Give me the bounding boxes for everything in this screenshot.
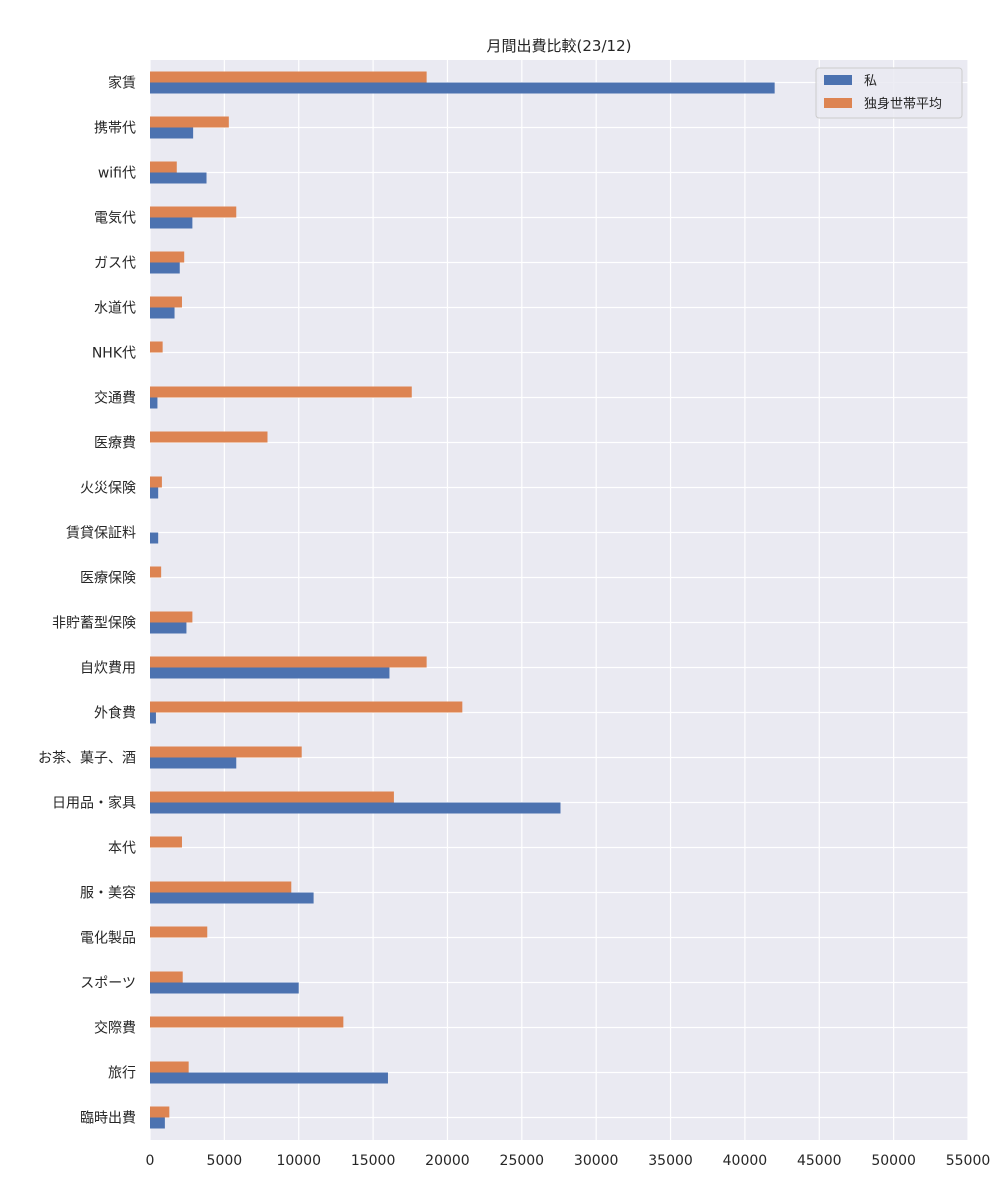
- x-tick-label: 30000: [574, 1153, 619, 1169]
- legend-label-me: 私: [864, 74, 877, 89]
- bar-me: [150, 307, 175, 319]
- legend: 私 独身世帯平均: [815, 67, 963, 119]
- bar-me: [150, 712, 156, 724]
- bar-average: [150, 926, 208, 938]
- bar-me: [150, 217, 193, 229]
- bar-me: [150, 1117, 165, 1129]
- bar-average: [150, 1016, 344, 1028]
- bar-average: [150, 971, 183, 983]
- bar-me: [150, 532, 159, 544]
- y-tick-label: 電気代: [94, 211, 136, 227]
- y-tick-label: 携帯代: [94, 121, 136, 137]
- plot-area: [150, 60, 968, 1140]
- bar-average: [150, 206, 237, 218]
- bar-average: [150, 836, 182, 848]
- bar-me: [150, 982, 299, 994]
- bar-average: [150, 791, 394, 803]
- x-tick-label: 15000: [351, 1153, 396, 1169]
- bar-average: [150, 701, 463, 713]
- bar-me: [150, 757, 237, 769]
- bar-me: [150, 127, 194, 139]
- bar-average: [150, 71, 427, 83]
- legend-label-average: 独身世帯平均: [864, 96, 942, 112]
- y-tick-label: 医療保険: [80, 570, 136, 587]
- y-tick-label: wifi代: [98, 166, 136, 182]
- x-tick-label: 25000: [500, 1153, 545, 1169]
- x-tick-label: 5000: [207, 1153, 243, 1169]
- legend-swatch-me: [824, 75, 852, 85]
- y-tick-label: 日用品・家具: [52, 795, 136, 812]
- legend-swatch-average: [824, 98, 852, 108]
- y-tick-label: 旅行: [108, 1066, 136, 1082]
- x-tick-label: 40000: [723, 1153, 768, 1169]
- bar-average: [150, 566, 162, 578]
- y-tick-label: 火災保険: [80, 481, 136, 497]
- bar-me: [150, 172, 207, 184]
- bar-average: [150, 656, 427, 668]
- y-tick-label: 服・美容: [80, 885, 136, 902]
- bar-me: [150, 667, 390, 679]
- x-tick-label: 35000: [648, 1153, 693, 1169]
- y-tick-label: 交際費: [94, 1020, 136, 1037]
- x-tick-label: 10000: [276, 1153, 321, 1169]
- y-tick-label: NHK代: [92, 346, 136, 362]
- bar-average: [150, 341, 163, 353]
- chart-title: 月間出費比較(23/12): [487, 37, 632, 55]
- bar-average: [150, 386, 412, 398]
- y-tick-label: 医療費: [94, 435, 136, 452]
- bar-me: [150, 82, 775, 94]
- y-tick-label: 臨時出費: [80, 1111, 136, 1127]
- y-tick-label: 本代: [108, 841, 136, 857]
- bar-me: [150, 892, 314, 904]
- bar-me: [150, 397, 158, 409]
- y-tick-label: スポーツ: [80, 976, 136, 992]
- x-tick-label: 45000: [797, 1153, 842, 1169]
- y-tick-label: 家賃: [108, 75, 136, 92]
- bar-average: [150, 881, 292, 893]
- bar-average: [150, 116, 229, 128]
- x-tick-labels: 0 5000 10000 15000 20000 25000 30000 35000 40000…: [146, 1153, 991, 1169]
- bar-average: [150, 476, 162, 488]
- bar-average: [150, 251, 185, 263]
- bar-me: [150, 622, 187, 634]
- y-tick-label: 水道代: [94, 301, 136, 317]
- bar-average: [150, 296, 182, 308]
- x-tick-label: 20000: [425, 1153, 470, 1169]
- bar-average: [150, 746, 302, 758]
- bar-average: [150, 1106, 170, 1118]
- bar-average: [150, 431, 268, 443]
- bar-me: [150, 802, 561, 814]
- bar-me: [150, 1072, 388, 1084]
- bar-average: [150, 1061, 189, 1073]
- y-tick-label: 交通費: [94, 390, 136, 407]
- bar-me: [150, 262, 180, 274]
- x-tick-label: 0: [146, 1153, 155, 1169]
- y-tick-label: 非貯蓄型保険: [52, 616, 136, 632]
- x-tick-label: 50000: [871, 1153, 916, 1169]
- y-tick-label: 電化製品: [80, 931, 136, 947]
- y-tick-label: 賃貸保証料: [66, 526, 136, 542]
- x-tick-label: 55000: [946, 1153, 991, 1169]
- bars: [150, 71, 775, 1129]
- y-tick-label: 自炊費用: [80, 661, 136, 677]
- bar-average: [150, 161, 177, 173]
- y-tick-label: ガス代: [94, 256, 136, 272]
- y-tick-label: お茶、菓子、酒: [38, 751, 136, 767]
- y-tick-label: 外食費: [94, 705, 136, 722]
- grid-lines: [149, 60, 969, 1140]
- legend-box: [815, 67, 963, 119]
- bar-average: [150, 611, 193, 623]
- bar-me: [150, 487, 159, 499]
